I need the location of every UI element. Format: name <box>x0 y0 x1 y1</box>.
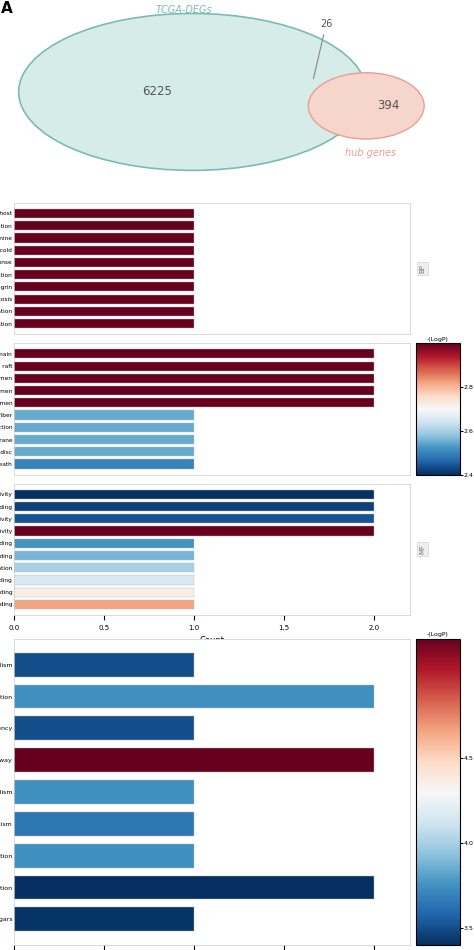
Bar <box>14 685 374 709</box>
Bar <box>14 435 194 445</box>
Bar <box>14 749 374 772</box>
Bar <box>14 502 374 511</box>
Bar <box>14 551 194 560</box>
Bar <box>14 576 194 584</box>
Bar <box>14 780 194 804</box>
Bar <box>14 539 194 548</box>
Text: CC: CC <box>419 404 426 413</box>
Text: hub genes: hub genes <box>345 148 396 158</box>
Text: TCGA-DEGs: TCGA-DEGs <box>155 5 212 15</box>
Bar <box>14 599 194 609</box>
Bar <box>14 270 194 279</box>
Bar <box>14 526 374 536</box>
Text: A: A <box>1 1 13 16</box>
Text: 394: 394 <box>377 100 400 112</box>
Bar <box>14 386 374 395</box>
Ellipse shape <box>18 13 366 170</box>
Bar <box>14 716 194 740</box>
Bar <box>14 653 194 676</box>
Bar <box>14 373 374 383</box>
Bar <box>14 460 194 468</box>
Bar <box>14 410 194 420</box>
X-axis label: Count: Count <box>200 636 225 645</box>
Ellipse shape <box>308 73 424 139</box>
Bar <box>14 876 374 900</box>
Bar <box>14 246 194 255</box>
Text: BP: BP <box>419 264 426 273</box>
Title: -(LogP): -(LogP) <box>427 336 449 342</box>
Bar <box>14 398 374 408</box>
Text: 6225: 6225 <box>142 86 172 99</box>
Bar <box>14 234 194 242</box>
Bar <box>14 447 194 456</box>
Bar <box>14 221 194 230</box>
Bar <box>14 350 374 358</box>
Bar <box>14 307 194 316</box>
Bar <box>14 362 374 370</box>
Bar <box>14 563 194 572</box>
Bar <box>14 209 194 218</box>
Text: MF: MF <box>419 544 426 555</box>
Bar <box>14 257 194 267</box>
Bar <box>14 588 194 597</box>
Bar <box>14 907 194 931</box>
Bar <box>14 423 194 432</box>
Text: 26: 26 <box>313 19 332 79</box>
Bar <box>14 294 194 304</box>
Bar <box>14 490 374 499</box>
Bar <box>14 514 374 523</box>
Bar <box>14 844 194 867</box>
Title: -(LogP): -(LogP) <box>427 632 449 637</box>
Bar <box>14 812 194 836</box>
Bar <box>14 319 194 328</box>
Bar <box>14 282 194 292</box>
